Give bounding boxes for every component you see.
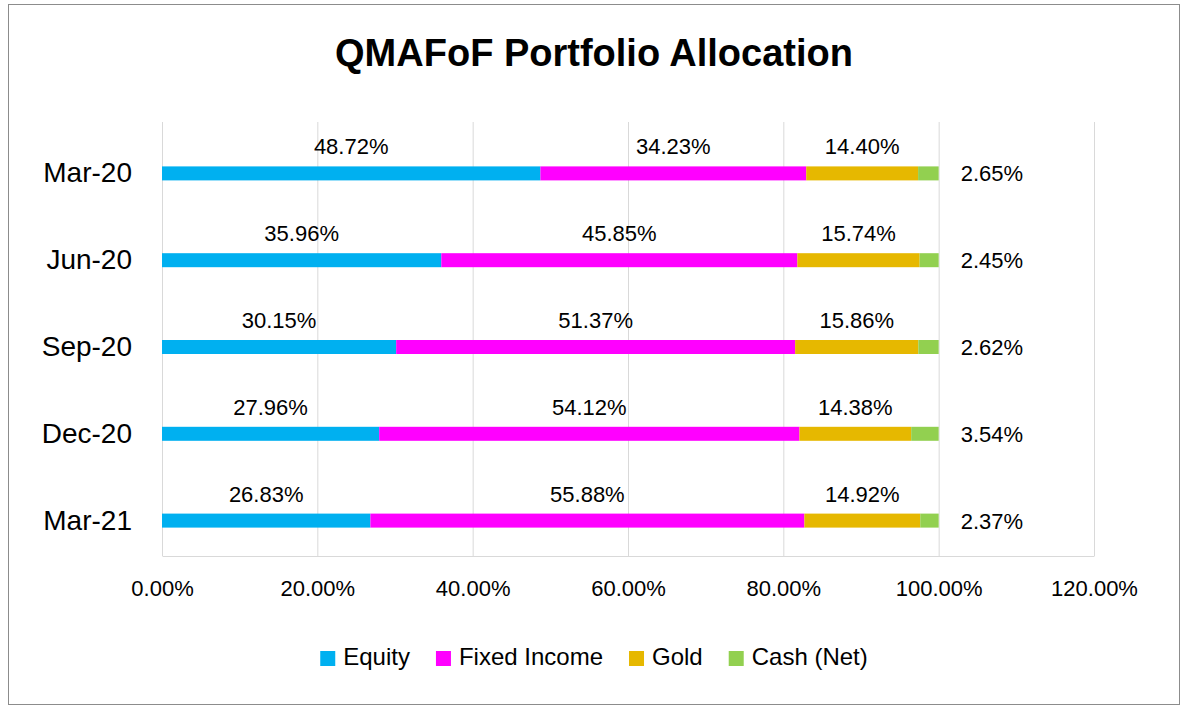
legend-swatch [729, 651, 744, 666]
category-label: Sep-20 [42, 331, 132, 362]
data-label: 14.38% [818, 395, 893, 420]
data-label: 45.85% [582, 221, 657, 246]
category-label: Jun-20 [46, 244, 132, 275]
bar-segment [806, 166, 918, 180]
y-tick: Dec-20 [42, 418, 162, 449]
bar-segment [795, 340, 918, 354]
x-tick-label: 40.00% [436, 576, 511, 601]
bar-segment [162, 166, 540, 180]
bar-segment [379, 427, 799, 441]
title: QMAFoF Portfolio Allocation [335, 32, 853, 74]
x-tick-label: 120.00% [1051, 576, 1138, 601]
data-label: 15.86% [819, 308, 894, 333]
x-tick-label: 60.00% [591, 576, 666, 601]
data-label: 35.96% [264, 221, 339, 246]
data-label: 55.88% [550, 482, 625, 507]
bar-segment [396, 340, 795, 354]
grid-line [783, 122, 784, 556]
y-tick: Mar-21 [43, 505, 162, 536]
bar-segment [162, 427, 379, 441]
data-label: 3.54% [961, 422, 1023, 447]
bar-segment [370, 514, 804, 528]
legend-swatch [320, 651, 335, 666]
data-label: 34.23% [636, 134, 711, 159]
legend-label: Gold [652, 643, 703, 670]
y-tick: Mar-20 [43, 157, 162, 188]
data-label: 51.37% [558, 308, 633, 333]
chart: QMAFoF Portfolio Allocation 0.00% 20.00% 40… [0, 0, 1188, 709]
data-labels: 48.72% 35.96% 30.15% 27.96% 26.83% 34.23% 45.8… [229, 134, 1023, 533]
data-label: 26.83% [229, 482, 304, 507]
x-tick: 40.00% [436, 122, 511, 601]
legend-item: Cash (Net) [729, 643, 868, 670]
y-axis: Mar-20 Jun-20 Sep-20 Dec-20 Mar-21 [42, 157, 162, 535]
category-label: Mar-20 [43, 157, 132, 188]
data-label: 27.96% [233, 395, 308, 420]
legend-item: Gold [629, 643, 703, 670]
legend-label: Cash (Net) [752, 643, 868, 670]
x-tick-label: 80.00% [747, 576, 822, 601]
bar-segment [441, 253, 797, 267]
chart-border [9, 5, 1180, 705]
legend: Equity Fixed Income Gold Cash (Net) [320, 643, 868, 670]
data-label: 54.12% [552, 395, 627, 420]
bar-segment [162, 514, 370, 528]
grid-line [162, 122, 163, 556]
legend-label: Equity [343, 643, 410, 670]
legend-item: Equity [320, 643, 410, 670]
x-tick: 20.00% [281, 122, 356, 601]
x-tick: 0.00% [131, 122, 193, 601]
data-label: 30.15% [242, 308, 317, 333]
bar-segment [911, 427, 938, 441]
grid-line [317, 122, 318, 556]
grid-line [628, 122, 629, 556]
bar-segment [799, 427, 911, 441]
x-tick-label: 0.00% [131, 576, 193, 601]
bar-segment [162, 253, 441, 267]
x-tick-label: 20.00% [281, 576, 356, 601]
legend-swatch [629, 651, 644, 666]
bar-segment [920, 514, 938, 528]
category-label: Mar-21 [43, 505, 132, 536]
x-tick: 80.00% [747, 122, 822, 601]
legend-item: Fixed Income [436, 643, 603, 670]
bar-segment [540, 166, 806, 180]
grid-line [939, 122, 940, 556]
x-tick: 120.00% [1051, 122, 1138, 601]
bar-segment [918, 340, 938, 354]
data-label: 14.92% [825, 482, 900, 507]
bar-segment [920, 253, 939, 267]
bars [162, 166, 939, 527]
grid-line [473, 122, 474, 556]
bar-segment [162, 340, 396, 354]
x-tick-label: 100.00% [896, 576, 983, 601]
x-axis-line [163, 556, 1095, 557]
data-label: 2.65% [961, 161, 1023, 186]
legend-swatch [436, 651, 451, 666]
bar-segment [804, 514, 920, 528]
data-label: 2.37% [961, 509, 1023, 534]
data-label: 2.62% [961, 335, 1023, 360]
data-label: 48.72% [314, 134, 389, 159]
bar-segment [797, 253, 919, 267]
category-label: Dec-20 [42, 418, 132, 449]
data-label: 15.74% [821, 221, 896, 246]
x-axis: 0.00% 20.00% 40.00% 60.00% 80.00% 100.00% 120.… [131, 122, 1138, 601]
x-tick: 60.00% [591, 122, 666, 601]
y-tick: Sep-20 [42, 331, 162, 362]
data-label: 2.45% [961, 248, 1023, 273]
data-label: 14.40% [825, 134, 900, 159]
legend-label: Fixed Income [459, 643, 603, 670]
y-tick: Jun-20 [46, 244, 162, 275]
bar-segment [918, 166, 939, 180]
grid-line [1094, 122, 1095, 556]
